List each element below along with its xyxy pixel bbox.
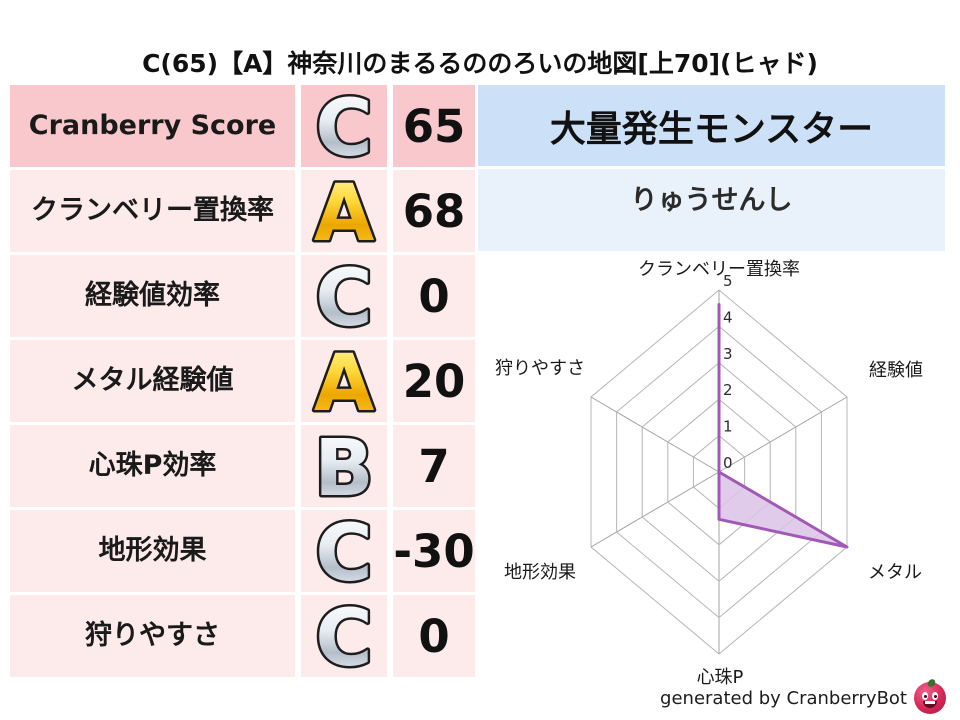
monster-name: りゅうせんし <box>478 169 945 251</box>
stat-label: メタル経験値 <box>10 340 295 422</box>
grade-badge: B <box>301 422 387 517</box>
grade-letter-icon: C <box>313 252 375 347</box>
cranberry-stem-icon <box>926 678 937 688</box>
credit-text: generated by CranberryBot <box>660 687 907 709</box>
stat-label: 地形効果 <box>10 510 295 592</box>
grade-badge: C <box>301 592 387 687</box>
stat-value: 65 <box>393 85 475 167</box>
cranberrybot-icon <box>914 678 946 714</box>
svg-text:A: A <box>314 169 374 259</box>
svg-text:3: 3 <box>723 345 733 363</box>
svg-text:1: 1 <box>723 418 733 436</box>
stat-value: 7 <box>393 425 475 507</box>
svg-text:心珠P: 心珠P <box>697 667 744 688</box>
stat-label: クランベリー置換率 <box>10 170 295 252</box>
stat-value: 68 <box>393 170 475 252</box>
svg-text:C: C <box>315 84 372 174</box>
stats-table: Cranberry Score C 65 クランベリー置換率 A 68 経験値効率 C 0 メタル… <box>10 82 475 687</box>
stat-row: Cranberry Score C 65 <box>10 82 475 177</box>
monster-panel-header: 大量発生モンスター <box>478 85 945 166</box>
grade-badge: A <box>301 167 387 262</box>
svg-text:地形効果: 地形効果 <box>504 562 576 583</box>
footer: generated by CranberryBot <box>0 678 946 716</box>
stat-row: 心珠P効率 B 7 <box>10 422 475 517</box>
page-title: C(65)【A】神奈川のまるるののろいの地図[上70](ヒャド) <box>142 49 818 78</box>
stat-row: 地形効果 C -30 <box>10 507 475 602</box>
stat-value: 0 <box>393 595 475 677</box>
cranberry-eye-icon <box>922 692 928 700</box>
grade-letter-icon: C <box>313 507 375 602</box>
stat-label: 経験値効率 <box>10 255 295 337</box>
svg-text:4: 4 <box>723 308 733 326</box>
grade-letter-icon: C <box>313 592 375 687</box>
svg-text:5: 5 <box>723 272 733 290</box>
cranberry-eye-icon <box>932 692 938 700</box>
grade-badge: C <box>301 82 387 177</box>
svg-text:クランベリー置換率: クランベリー置換率 <box>638 259 800 280</box>
stat-row: メタル経験値 A 20 <box>10 337 475 432</box>
stat-row: 狩りやすさ C 0 <box>10 592 475 687</box>
radar-chart-container: 0 1 2 3 4 5 クランベリー置換率経験値メタル心珠P 地形効果 狩りやすさ <box>480 253 950 695</box>
cranberry-mouth-icon <box>923 701 937 708</box>
stat-row: 経験値効率 C 0 <box>10 252 475 347</box>
svg-text:メタル: メタル <box>868 562 922 583</box>
svg-text:C: C <box>315 509 372 599</box>
stat-value: -30 <box>393 510 475 592</box>
grade-letter-icon: A <box>311 337 376 432</box>
svg-text:C: C <box>315 254 372 344</box>
stat-label: 心珠P効率 <box>10 425 295 507</box>
svg-text:狩りやすさ: 狩りやすさ <box>495 358 585 379</box>
stat-label: Cranberry Score <box>10 85 295 167</box>
stat-value: 20 <box>393 340 475 422</box>
svg-text:B: B <box>314 424 373 514</box>
svg-text:0: 0 <box>723 454 733 472</box>
grade-badge: A <box>301 337 387 432</box>
grade-letter-icon: B <box>312 422 376 517</box>
grade-badge: C <box>301 252 387 347</box>
stat-row: クランベリー置換率 A 68 <box>10 167 475 262</box>
grade-letter-icon: A <box>311 167 376 262</box>
grade-letter-icon: C <box>313 82 375 177</box>
svg-text:C: C <box>315 594 372 684</box>
stat-label: 狩りやすさ <box>10 595 295 677</box>
svg-text:経験値: 経験値 <box>869 360 923 381</box>
svg-text:2: 2 <box>723 381 733 399</box>
stat-value: 0 <box>393 255 475 337</box>
svg-text:A: A <box>314 339 374 429</box>
grade-badge: C <box>301 507 387 602</box>
